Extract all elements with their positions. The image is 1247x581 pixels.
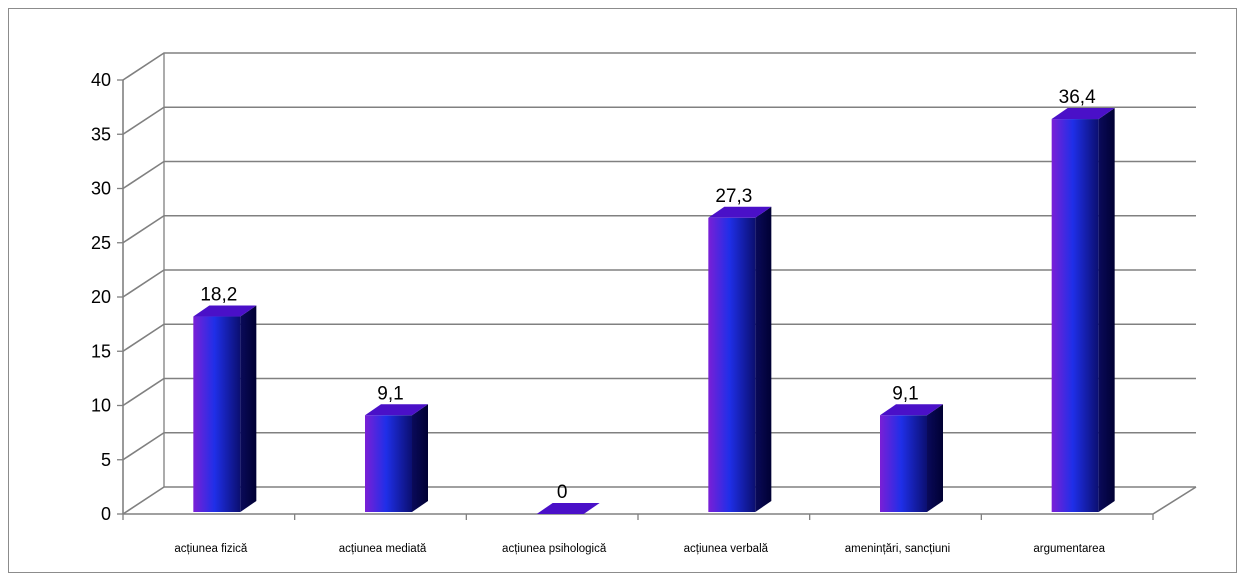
y-tick-label: 35 (91, 124, 111, 144)
bar-top (708, 206, 772, 218)
bar-top (193, 305, 257, 317)
bar-front (193, 316, 241, 512)
bar-2 (365, 404, 428, 512)
bar-front (365, 415, 412, 512)
data-label: 0 (557, 482, 568, 503)
y-tick-label: 10 (91, 396, 111, 416)
bar-6 (1051, 108, 1115, 512)
gridline (122, 323, 1196, 352)
category-label: acțiunea psihologică (502, 543, 607, 555)
bar-front (708, 217, 756, 513)
chart-frame: 0 5 10 15 20 25 30 35 40 18,2 acțiunea fizică 9,1 a… (8, 8, 1237, 573)
category-label: acțiunea verbală (684, 543, 769, 555)
category-label: amenințări, sancțiuni (845, 543, 950, 555)
gridline (122, 52, 1196, 81)
gridline (122, 106, 1196, 135)
bar-front (1051, 119, 1099, 512)
bar-side (755, 206, 772, 513)
bar-layer (193, 108, 1115, 514)
data-label: 9,1 (377, 383, 403, 404)
y-tick-label: 40 (91, 70, 111, 90)
gridline (122, 214, 1196, 244)
label-layer: 18,2 acțiunea fizică 9,1 acțiunea mediată 0 a… (174, 87, 1105, 555)
y-tick-label: 30 (91, 179, 111, 199)
bar-top (365, 404, 428, 416)
bar-5 (880, 404, 943, 512)
bar-3 (536, 503, 600, 514)
y-tick-label: 15 (91, 341, 111, 361)
gridline (122, 486, 1196, 515)
axis-layer: 0 5 10 15 20 25 30 35 40 (91, 70, 1197, 524)
bar-side (1098, 108, 1115, 512)
bar-front (880, 415, 927, 512)
bar-4 (708, 206, 772, 513)
y-tick-label: 0 (101, 504, 111, 524)
data-label: 27,3 (715, 186, 752, 207)
gridline (122, 269, 1196, 298)
x-axis-floor (123, 486, 1197, 515)
bar-side (412, 404, 428, 512)
data-label: 36,4 (1059, 87, 1096, 108)
category-label: acțiunea mediată (339, 543, 427, 555)
data-label: 9,1 (892, 383, 918, 404)
y-tick-label: 20 (91, 287, 111, 307)
bar-top (1051, 108, 1115, 120)
category-label: acțiunea fizică (174, 543, 247, 555)
bar-top (536, 503, 600, 514)
y-tick-label: 25 (91, 233, 111, 253)
gridline (122, 160, 1196, 190)
bar-top (880, 404, 943, 416)
bar-1 (193, 305, 257, 512)
bar-chart: 0 5 10 15 20 25 30 35 40 18,2 acțiunea fizică 9,1 a… (91, 52, 1197, 555)
category-label: argumentarea (1033, 543, 1105, 555)
data-label: 18,2 (200, 285, 237, 306)
bar-side (240, 305, 257, 512)
grid-layer (122, 52, 1196, 515)
gridline (122, 431, 1196, 461)
y-tick-label: 5 (101, 450, 111, 470)
bar-side (927, 404, 943, 512)
gridline (122, 377, 1196, 407)
